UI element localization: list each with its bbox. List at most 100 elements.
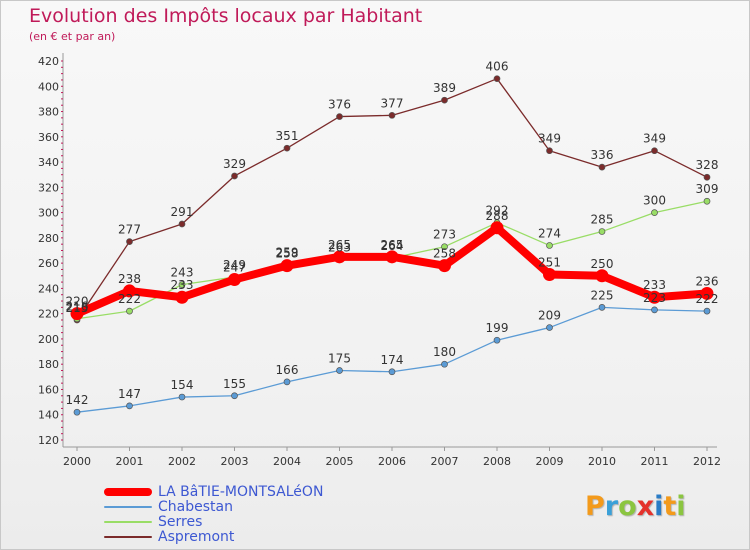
- y-tick-label: 200: [38, 333, 59, 346]
- x-tick-label: 2005: [326, 455, 354, 468]
- data-label: 199: [486, 321, 509, 335]
- data-label: 225: [591, 288, 614, 302]
- data-label: 349: [643, 132, 666, 146]
- legend-item-aspremont[interactable]: Aspremont: [104, 530, 364, 545]
- data-label: 259: [276, 245, 299, 259]
- legend-label-chabestan: Chabestan: [158, 499, 233, 515]
- data-point: [126, 238, 133, 246]
- data-label: 389: [433, 81, 456, 95]
- data-point: [231, 392, 238, 400]
- data-point: [178, 393, 186, 401]
- y-tick-label: 240: [38, 282, 59, 295]
- data-point: [651, 147, 658, 155]
- data-point: [336, 367, 343, 374]
- data-point: [231, 172, 238, 180]
- data-label: 222: [696, 292, 719, 306]
- x-tick-label: 2004: [273, 455, 301, 468]
- data-point: [700, 286, 714, 300]
- x-tick-label: 2009: [536, 455, 564, 468]
- chart-title: Evolution des Impôts locaux par Habitant: [29, 5, 423, 27]
- data-label: 233: [643, 278, 666, 292]
- data-point: [595, 269, 609, 283]
- data-point: [73, 408, 81, 416]
- data-point: [546, 324, 553, 331]
- legend-swatch-aspremont: [104, 536, 152, 538]
- data-label: 215: [66, 301, 89, 315]
- chart-subtitle: (en € et par an): [29, 30, 116, 43]
- data-point: [651, 209, 658, 216]
- y-tick-label: 120: [38, 434, 59, 447]
- data-point: [493, 336, 501, 344]
- data-label: 222: [118, 292, 141, 306]
- data-label: 336: [591, 148, 614, 162]
- data-point: [438, 259, 451, 273]
- data-label: 263: [328, 240, 351, 254]
- y-tick-label: 160: [38, 383, 59, 396]
- x-tick-label: 2007: [431, 455, 459, 468]
- data-point: [333, 250, 346, 264]
- data-point: [648, 290, 661, 304]
- data-label: 406: [486, 60, 509, 74]
- legend-item-labatie[interactable]: LA BâTIE-MONTSALéON: [104, 485, 364, 500]
- data-point: [703, 307, 711, 315]
- legend-item-chabestan[interactable]: Chabestan: [104, 500, 364, 515]
- data-label: 265: [328, 238, 351, 252]
- data-label: 180: [433, 345, 456, 359]
- data-label: 258: [433, 247, 456, 261]
- y-tick-label: 280: [38, 232, 59, 245]
- x-tick-label: 2012: [693, 455, 721, 468]
- y-tick-label: 400: [38, 80, 59, 93]
- legend-item-serres[interactable]: Serres: [104, 515, 364, 530]
- data-point: [493, 75, 501, 83]
- legend-label-aspremont: Aspremont: [158, 529, 235, 545]
- data-label: 291: [171, 205, 194, 219]
- data-point: [385, 250, 399, 264]
- data-point: [228, 273, 241, 287]
- data-point: [178, 281, 186, 288]
- y-tick-label: 420: [38, 55, 59, 68]
- data-label: 349: [538, 132, 561, 146]
- data-point: [126, 307, 133, 315]
- data-label: 285: [591, 213, 614, 227]
- data-label: 147: [118, 387, 141, 401]
- data-label: 309: [696, 182, 719, 196]
- data-label: 209: [538, 309, 561, 323]
- data-point: [546, 147, 553, 155]
- line-chart: 120 140 160 180 200 220 240 260 280 300 320 340 360 3…: [38, 53, 721, 468]
- data-label: 247: [223, 261, 246, 275]
- data-label: 329: [223, 157, 246, 171]
- legend-label-serres: Serres: [158, 514, 203, 530]
- data-label: 238: [118, 272, 141, 286]
- data-label: 274: [538, 226, 561, 240]
- x-tick-label: 2008: [483, 455, 511, 468]
- data-label: 236: [696, 274, 719, 288]
- data-point: [388, 368, 396, 376]
- data-label: 216: [66, 300, 89, 314]
- data-label: 377: [381, 96, 404, 110]
- data-label: 273: [433, 228, 456, 242]
- x-tick-label: 2010: [588, 455, 616, 468]
- legend: LA BâTIE-MONTSALéON Chabestan Serres Asp…: [104, 485, 364, 545]
- data-label: 166: [276, 363, 299, 377]
- x-tick-label: 2003: [221, 455, 249, 468]
- data-label: 142: [66, 393, 89, 407]
- data-point: [175, 290, 189, 304]
- y-tick-label: 220: [38, 308, 59, 321]
- data-point: [543, 268, 556, 282]
- data-label: 220: [66, 295, 89, 309]
- data-point: [70, 307, 84, 321]
- proxiti-logo: Proxiti: [585, 491, 686, 522]
- y-tick-label: 300: [38, 207, 59, 220]
- data-point: [441, 360, 448, 368]
- data-point: [703, 197, 711, 205]
- data-point: [280, 259, 294, 273]
- data-label: 258: [276, 247, 299, 261]
- legend-label-labatie: LA BâTIE-MONTSALéON: [158, 484, 324, 500]
- x-tick-label: 2000: [63, 455, 91, 468]
- data-point: [126, 402, 133, 410]
- legend-swatch-labatie: [104, 488, 152, 496]
- data-point: [598, 228, 606, 235]
- y-tick-label: 140: [38, 409, 59, 422]
- y-tick-label: 180: [38, 358, 59, 371]
- data-label: 328: [696, 158, 719, 172]
